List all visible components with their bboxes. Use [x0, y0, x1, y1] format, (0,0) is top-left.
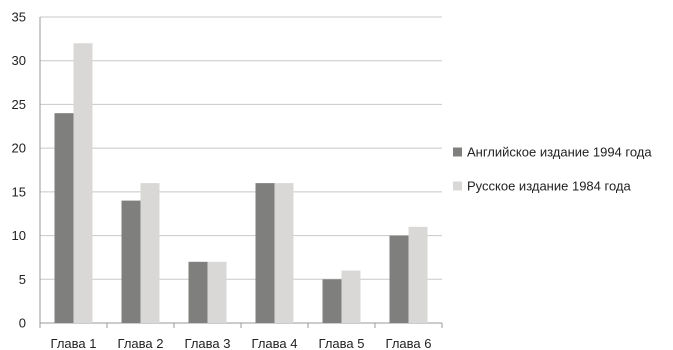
bar-series-1-1: [54, 113, 74, 324]
y-tick-label: 10: [12, 228, 26, 243]
bar-series-2-3: [207, 261, 227, 323]
y-tick-label: 15: [12, 184, 26, 199]
x-tick-label: Глава 6: [386, 336, 432, 350]
x-tick-label: Глава 1: [51, 336, 97, 350]
y-tick-label: 20: [12, 141, 26, 156]
bar-series-1-4: [255, 183, 275, 323]
bar-series-1-6: [389, 235, 409, 323]
bar-series-1-5: [322, 279, 342, 323]
bar-series-1-2: [121, 200, 141, 323]
x-tick-label: Глава 5: [319, 336, 365, 350]
bar-series-2-5: [341, 270, 361, 323]
bar-series-2-2: [140, 183, 160, 323]
bars: [54, 43, 428, 324]
y-tick-label: 0: [19, 316, 26, 331]
legend-label-2: Русское издание 1984 года: [467, 179, 631, 194]
bar-series-2-1: [73, 43, 93, 323]
legend-swatch-1: [453, 147, 462, 157]
legend-label-1: Английское издание 1994 года: [467, 145, 652, 160]
x-tick-labels: Глава 1 Глава 2 Глава 3 Глава 4 Глава 5 Глава…: [51, 336, 432, 350]
y-tick-label: 5: [19, 272, 26, 287]
y-tick-label: 25: [12, 97, 26, 112]
bar-series-2-6: [408, 226, 428, 323]
y-tick-label: 30: [12, 53, 26, 68]
bar-series-1-3: [188, 261, 208, 323]
axes: [39, 17, 443, 328]
x-tick-label: Глава 3: [185, 336, 231, 350]
legend: Английское издание 1994 года Русское изда…: [453, 145, 652, 194]
legend-swatch-2: [453, 181, 462, 191]
x-tick-label: Глава 4: [252, 336, 298, 350]
bar-series-2-4: [274, 183, 294, 323]
gridlines: [40, 16, 442, 280]
y-tick-labels: 0 5 10 15 20 25 30 35: [12, 10, 26, 331]
x-tick-label: Глава 2: [118, 336, 164, 350]
y-tick-label: 35: [12, 10, 26, 25]
